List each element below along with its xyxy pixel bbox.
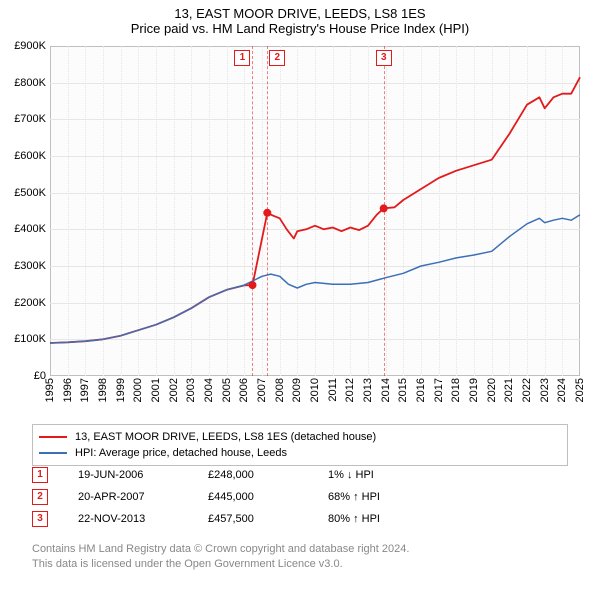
event-index: 1 (32, 467, 48, 483)
sale-marker-box: 1 (234, 50, 250, 66)
x-axis-label: 2017 (433, 378, 445, 402)
sale-marker-box: 2 (269, 50, 285, 66)
event-date: 19-JUN-2006 (78, 464, 178, 486)
y-axis-label: £700K (0, 113, 46, 125)
legend-label: 13, EAST MOOR DRIVE, LEEDS, LS8 1ES (det… (75, 429, 376, 445)
x-axis-label: 2001 (150, 378, 162, 402)
sale-marker-box: 3 (376, 50, 392, 66)
y-axis-label: £900K (0, 40, 46, 52)
series-hpi (50, 215, 580, 343)
event-index: 3 (32, 511, 48, 527)
event-price: £457,500 (208, 508, 298, 530)
event-row: 2 20-APR-2007 £445,000 68% ↑ HPI (32, 486, 568, 508)
x-axis-label: 2023 (539, 378, 551, 402)
x-axis-label: 1995 (44, 378, 56, 402)
x-axis-label: 2018 (450, 378, 462, 402)
event-price: £445,000 (208, 486, 298, 508)
y-axis-label: £100K (0, 333, 46, 345)
sale-marker-vline (252, 46, 253, 376)
x-axis-label: 2024 (556, 378, 568, 402)
legend-row: 13, EAST MOOR DRIVE, LEEDS, LS8 1ES (det… (39, 429, 561, 445)
event-pct: 68% ↑ HPI (328, 486, 380, 508)
legend: 13, EAST MOOR DRIVE, LEEDS, LS8 1ES (det… (32, 424, 568, 466)
x-axis-label: 1996 (62, 378, 74, 402)
events-table: 1 19-JUN-2006 £248,000 1% ↓ HPI 2 20-APR-2007… (32, 464, 568, 530)
x-axis-label: 2000 (132, 378, 144, 402)
y-axis-label: £300K (0, 260, 46, 272)
series-price_paid (50, 77, 580, 343)
event-date: 22-NOV-2013 (78, 508, 178, 530)
legend-label: HPI: Average price, detached house, Leed… (75, 445, 287, 461)
x-axis-label: 2025 (574, 378, 586, 402)
chart: £0£100K£200K£300K£400K£500K£600K£700K£80… (50, 46, 580, 376)
x-axis-label: 2002 (168, 378, 180, 402)
y-axis-label: £200K (0, 297, 46, 309)
event-row: 1 19-JUN-2006 £248,000 1% ↓ HPI (32, 464, 568, 486)
event-price: £248,000 (208, 464, 298, 486)
y-axis-label: £400K (0, 223, 46, 235)
x-axis-label: 2010 (309, 378, 321, 402)
event-date: 20-APR-2007 (78, 486, 178, 508)
y-axis-label: £800K (0, 77, 46, 89)
x-axis-label: 2014 (380, 378, 392, 402)
page-subtitle: Price paid vs. HM Land Registry's House … (0, 21, 600, 40)
y-axis-label: £600K (0, 150, 46, 162)
x-axis-label: 2013 (362, 378, 374, 402)
x-axis-label: 2005 (221, 378, 233, 402)
event-pct: 1% ↓ HPI (328, 464, 374, 486)
x-axis-label: 2004 (203, 378, 215, 402)
sale-marker-vline (384, 46, 385, 376)
x-axis-label: 2003 (185, 378, 197, 402)
x-axis-label: 1998 (97, 378, 109, 402)
x-axis-label: 2006 (238, 378, 250, 402)
page-title: 13, EAST MOOR DRIVE, LEEDS, LS8 1ES (0, 0, 600, 21)
x-axis-label: 2007 (256, 378, 268, 402)
x-axis-label: 2016 (415, 378, 427, 402)
x-axis-label: 2015 (397, 378, 409, 402)
x-axis-label: 2008 (274, 378, 286, 402)
x-axis-label: 2012 (344, 378, 356, 402)
y-axis-label: £500K (0, 187, 46, 199)
x-axis-label: 2019 (468, 378, 480, 402)
x-axis-label: 1999 (115, 378, 127, 402)
legend-swatch (39, 436, 67, 438)
event-index: 2 (32, 489, 48, 505)
x-axis-label: 2020 (486, 378, 498, 402)
x-axis-label: 2021 (503, 378, 515, 402)
sale-marker-vline (267, 46, 268, 376)
event-row: 3 22-NOV-2013 £457,500 80% ↑ HPI (32, 508, 568, 530)
series-lines (50, 46, 580, 376)
event-pct: 80% ↑ HPI (328, 508, 380, 530)
x-axis-label: 2011 (327, 378, 339, 402)
x-axis-label: 2022 (521, 378, 533, 402)
footnote-line: Contains HM Land Registry data © Crown c… (32, 542, 568, 557)
x-axis-label: 1997 (79, 378, 91, 402)
footnote: Contains HM Land Registry data © Crown c… (32, 542, 568, 572)
legend-swatch (39, 452, 67, 454)
legend-row: HPI: Average price, detached house, Leed… (39, 445, 561, 461)
x-axis-label: 2009 (291, 378, 303, 402)
y-axis-label: £0 (0, 370, 46, 382)
footnote-line: This data is licensed under the Open Gov… (32, 557, 568, 572)
